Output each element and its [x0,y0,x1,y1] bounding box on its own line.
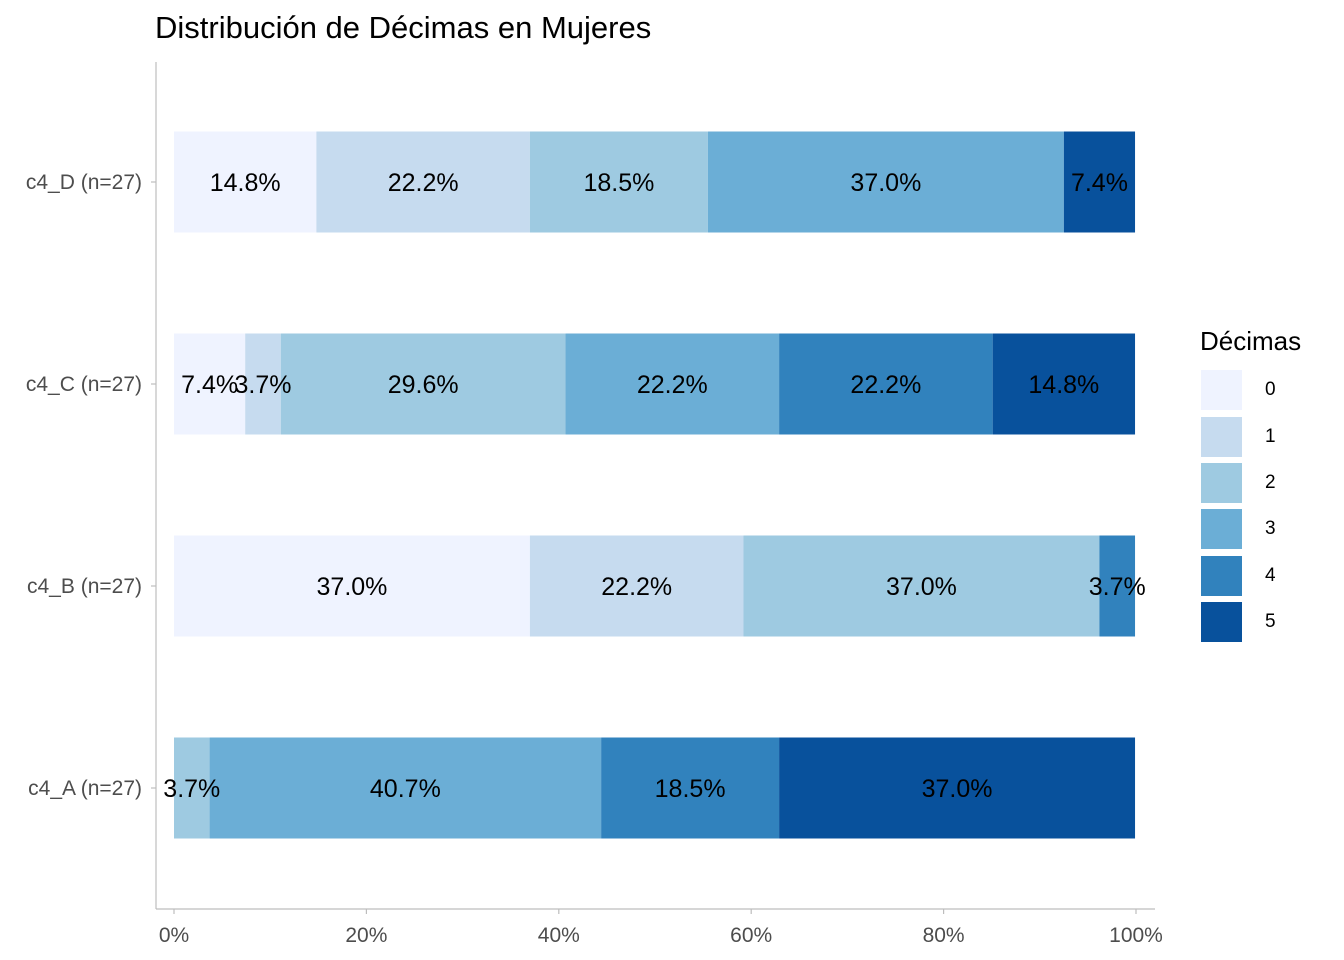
bar-segment [316,131,530,233]
bar-value-label: 29.6% [388,371,459,399]
legend-item: 2 [1200,460,1301,506]
legend-item: 1 [1200,413,1301,459]
bar-value-label: 22.2% [637,371,708,399]
bar-value-label: 3.7% [163,775,220,803]
bar-labels: 14.8% 22.2% 18.5% 37.0% 7.4%7.4%3.7% 29.6% 22.… [163,169,1145,803]
bar-segment [280,333,566,435]
legend-label: 1 [1265,425,1276,447]
bar-value-label: 22.2% [850,371,921,399]
legend-item: 3 [1200,506,1301,552]
legend-item: 4 [1200,553,1301,599]
bar-value-label: 3.7% [1089,573,1146,601]
bar-value-label: 37.0% [886,573,957,601]
bar-segment [1099,535,1136,637]
bar-segment [707,131,1064,233]
bar-value-label: 37.0% [922,775,993,803]
legend-label: 0 [1265,379,1276,401]
bar-segment [779,737,1136,839]
legend-swatch [1200,461,1243,504]
bar-segment [245,333,281,435]
x-tick-label: 0% [159,924,189,947]
legend-label: 3 [1265,518,1276,540]
legend-items: 0 1 2 3 4 5 [1200,367,1301,645]
y-tick-label: c4_C (n=27) [26,373,142,396]
legend-item: 0 [1200,367,1301,413]
bar-segment [992,333,1136,435]
legend-item: 5 [1200,599,1301,645]
bar-value-label: 14.8% [210,169,281,197]
chart-title: Distribución de Décimas en Mujeres [155,10,652,45]
bar-value-label: 37.0% [850,169,921,197]
bar-value-label: 3.7% [234,371,291,399]
y-tick-label: c4_A (n=27) [28,777,142,800]
bar-segment [565,333,780,435]
legend-swatch [1200,508,1243,551]
x-tick-label: 100% [1109,924,1163,947]
legend: Décimas 0 1 2 3 4 5 [1200,326,1301,645]
bar-value-label: 7.4% [1071,169,1128,197]
bar-value-label: 7.4% [181,371,238,399]
bar-segment [209,737,602,839]
bar-value-label: 14.8% [1028,371,1099,399]
bar-value-label: 18.5% [583,169,654,197]
axes [155,62,1155,910]
legend-label: 4 [1265,564,1276,586]
bar-segment [601,737,780,839]
legend-swatch [1200,369,1243,412]
bar-value-label: 22.2% [388,169,459,197]
bar-segment [1063,131,1136,233]
x-tick-label: 60% [730,924,772,947]
bars [174,131,1136,839]
bar-value-label: 18.5% [655,775,726,803]
x-tick-label: 20% [345,924,387,947]
bar-value-label: 40.7% [370,775,441,803]
bar-segment [529,131,708,233]
legend-label: 2 [1265,471,1276,493]
bar-segment [174,535,530,637]
bar-segment [743,535,1100,637]
x-tick-label: 40% [538,924,580,947]
x-tick-label: 80% [923,924,965,947]
y-tick-labels: c4_D (n=27) c4_C (n=27) c4_B (n=27) c4_A (n… [26,171,156,800]
bar-value-label: 37.0% [317,573,388,601]
bar-segment [529,535,744,637]
x-tick-labels: 0% 20% 40% 60% 80% 100% [159,909,1163,947]
legend-swatch [1200,554,1243,597]
legend-title: Décimas [1200,326,1302,356]
bar-segment [174,333,246,435]
y-tick-label: c4_B (n=27) [27,575,142,598]
y-tick-label: c4_D (n=27) [26,171,142,194]
legend-swatch [1200,601,1243,644]
legend-label: 5 [1265,611,1276,633]
bar-value-label: 22.2% [601,573,672,601]
bar-segment [174,737,210,839]
bar-segment [174,131,317,233]
legend-swatch [1200,415,1243,458]
bar-segment [779,333,993,435]
